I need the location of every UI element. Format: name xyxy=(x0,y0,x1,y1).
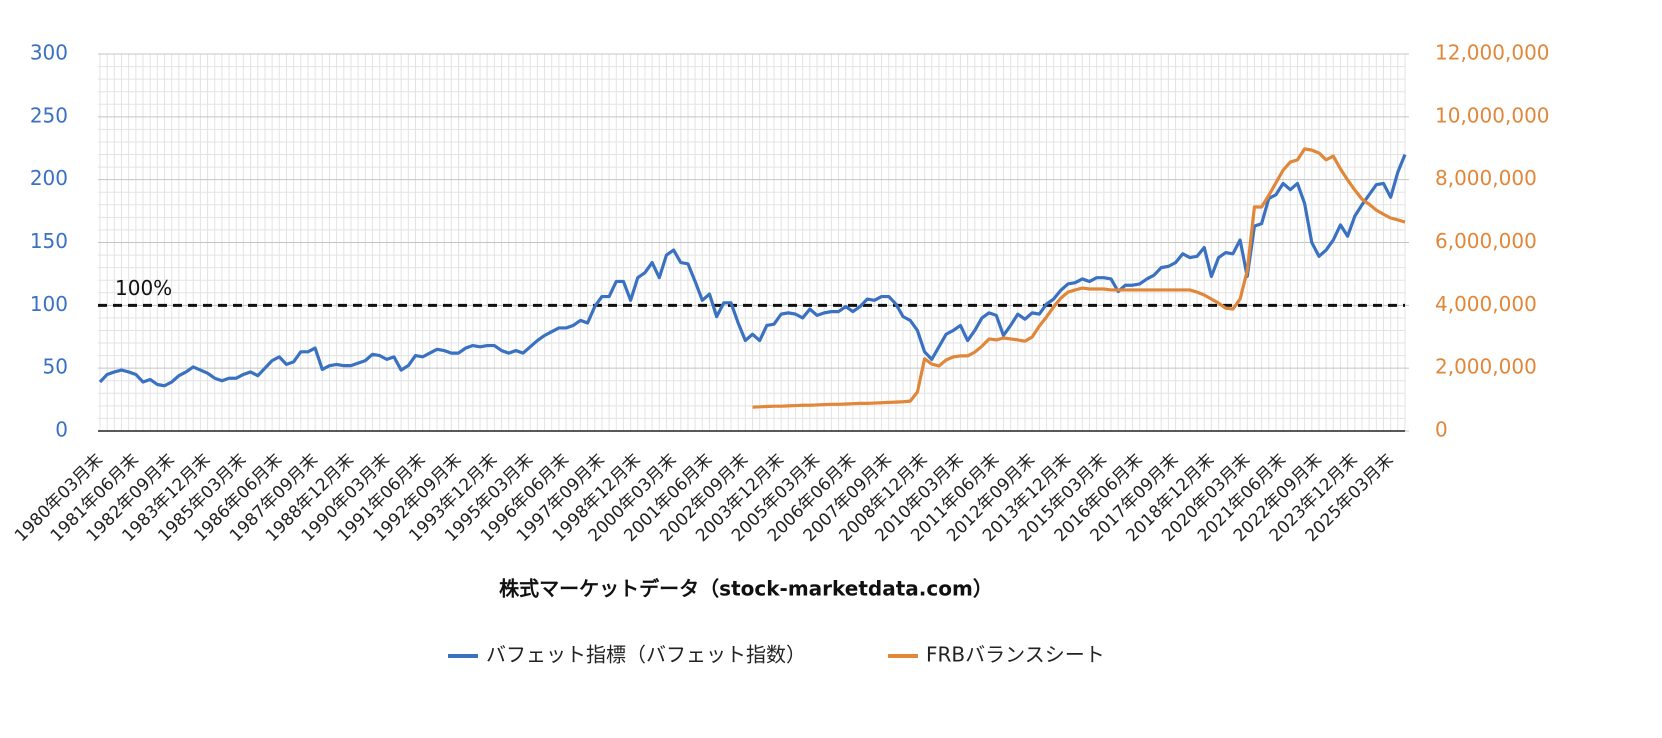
series-line xyxy=(752,147,1406,409)
y2-tick-label: 2,000,000 xyxy=(1435,355,1537,379)
y-tick-label: 300 xyxy=(30,41,68,65)
legend-label: バフェット指標（バフェット指数） xyxy=(486,643,806,667)
series-line xyxy=(98,153,1407,388)
plot: 100% xyxy=(98,147,1407,409)
y-tick-label: 150 xyxy=(30,229,68,253)
y2-tick-label: 8,000,000 xyxy=(1435,166,1537,190)
y2-tick-label: 6,000,000 xyxy=(1435,229,1537,253)
y-tick-label: 100 xyxy=(30,292,68,316)
y-tick-label: 50 xyxy=(43,355,68,379)
y-tick-label: 0 xyxy=(55,418,68,442)
y-tick-label: 200 xyxy=(30,166,68,190)
y-tick-label: 250 xyxy=(30,103,68,127)
reference-label: 100% xyxy=(115,276,172,300)
grid xyxy=(98,53,1409,432)
legend-label: FRBバランスシート xyxy=(926,643,1105,667)
y2-tick-label: 0 xyxy=(1435,418,1448,442)
x-axis-title: 株式マーケットデータ（stock-marketdata.com） xyxy=(499,577,993,601)
y2-tick-label: 10,000,000 xyxy=(1435,103,1550,127)
y2-tick-label: 12,000,000 xyxy=(1435,41,1550,65)
y2-tick-label: 4,000,000 xyxy=(1435,292,1537,316)
